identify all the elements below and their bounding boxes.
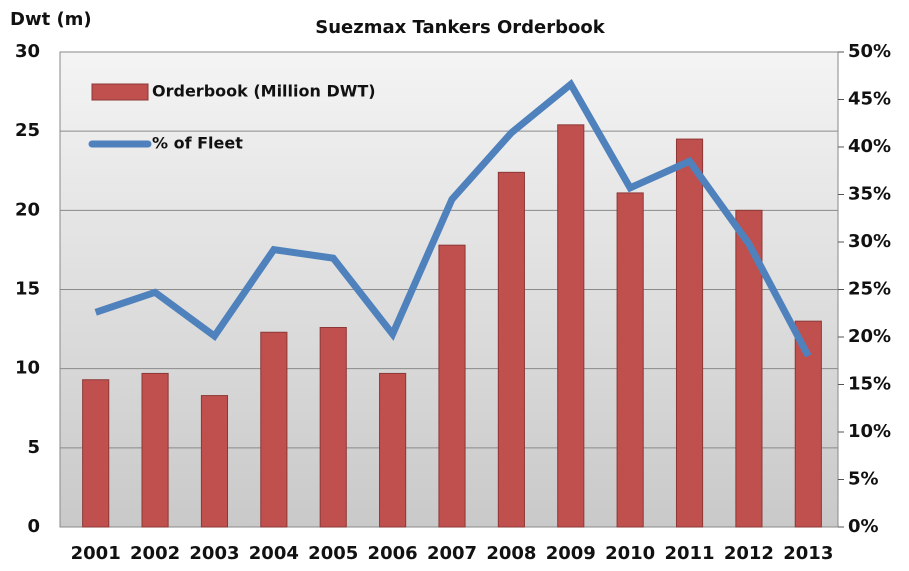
legend-swatch <box>91 83 149 101</box>
y2-tick-label: 15% <box>848 374 891 395</box>
x-tick-label: 2013 <box>783 543 833 564</box>
legend-label: % of Fleet <box>152 134 243 153</box>
y2-tick-label: 0% <box>848 516 879 537</box>
bar <box>260 331 288 528</box>
y-tick-label: 30 <box>15 41 40 62</box>
y-tick-label: 10 <box>15 358 40 379</box>
x-tick-label: 2011 <box>664 543 714 564</box>
bar <box>675 138 704 528</box>
y-tick-label: 5 <box>27 437 40 458</box>
y2-tick-label: 50% <box>848 41 891 62</box>
x-tick-label: 2012 <box>724 543 774 564</box>
x-tick-label: 2006 <box>368 543 418 564</box>
bar <box>497 171 525 528</box>
y-tick-label: 25 <box>15 120 40 141</box>
bar <box>379 372 407 528</box>
y2-tick-label: 40% <box>848 136 891 157</box>
y-tick-label: 15 <box>15 279 40 300</box>
bar <box>200 395 229 528</box>
x-tick-label: 2004 <box>249 543 299 564</box>
y2-tick-label: 35% <box>848 184 891 205</box>
x-tick-label: 2007 <box>427 543 477 564</box>
y-axis-label: Dwt (m) <box>10 9 92 30</box>
x-tick-label: 2002 <box>130 543 180 564</box>
bar <box>557 124 585 528</box>
legend-label: Orderbook (Million DWT) <box>152 82 376 101</box>
bar <box>319 327 347 528</box>
x-tick-label: 2005 <box>308 543 358 564</box>
x-tick-label: 2010 <box>605 543 655 564</box>
y2-tick-label: 20% <box>848 326 891 347</box>
y-tick-label: 20 <box>15 199 40 220</box>
x-tick-label: 2009 <box>546 543 596 564</box>
y2-tick-label: 30% <box>848 231 891 252</box>
chart-title: Suezmax Tankers Orderbook <box>315 17 605 38</box>
bar <box>82 379 110 528</box>
bar <box>141 372 169 528</box>
bar <box>794 320 822 528</box>
bar <box>438 244 466 528</box>
y2-tick-label: 10% <box>848 421 891 442</box>
y-tick-label: 0 <box>27 516 40 537</box>
line <box>94 78 812 358</box>
x-tick-label: 2001 <box>71 543 121 564</box>
x-tick-label: 2003 <box>189 543 239 564</box>
y2-tick-label: 45% <box>848 89 891 110</box>
y2-tick-label: 5% <box>848 469 879 490</box>
y2-tick-label: 25% <box>848 279 891 300</box>
x-tick-label: 2008 <box>486 543 536 564</box>
bar <box>616 192 644 528</box>
